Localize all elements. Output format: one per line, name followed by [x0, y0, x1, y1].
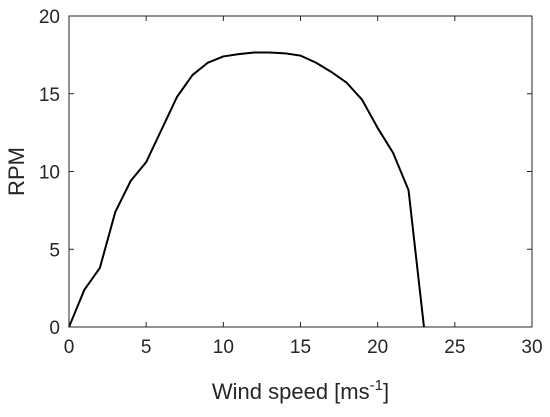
series-line-rpm	[68, 51, 425, 328]
x-axis-label: Wind speed [ms-1]	[212, 377, 389, 404]
x-tick-label: 25	[444, 337, 465, 358]
x-tick-label: 20	[367, 337, 388, 358]
x-tick-label: 30	[521, 337, 542, 358]
y-tick-label: 5	[49, 240, 60, 261]
y-tick-label: 15	[39, 85, 60, 106]
y-tick-label: 10	[39, 163, 60, 184]
plot-area	[68, 15, 533, 328]
x-axis-ticks: 0 5 10 15 20 25 30	[64, 16, 543, 358]
x-tick-label: 10	[213, 337, 234, 358]
x-tick-label: 0	[64, 337, 75, 358]
y-tick-label: 0	[49, 318, 60, 339]
x-tick-label: 5	[141, 337, 152, 358]
x-tick-label: 15	[290, 337, 311, 358]
y-axis-label: RPM	[4, 147, 29, 196]
y-axis-ticks: 0 5 10 15 20	[39, 7, 532, 339]
x-axis-label-suffix: ]	[383, 379, 389, 404]
x-axis-label-text: Wind speed [ms	[212, 379, 370, 404]
y-tick-label: 20	[39, 7, 60, 28]
x-axis-label-superscript: -1	[370, 377, 383, 394]
